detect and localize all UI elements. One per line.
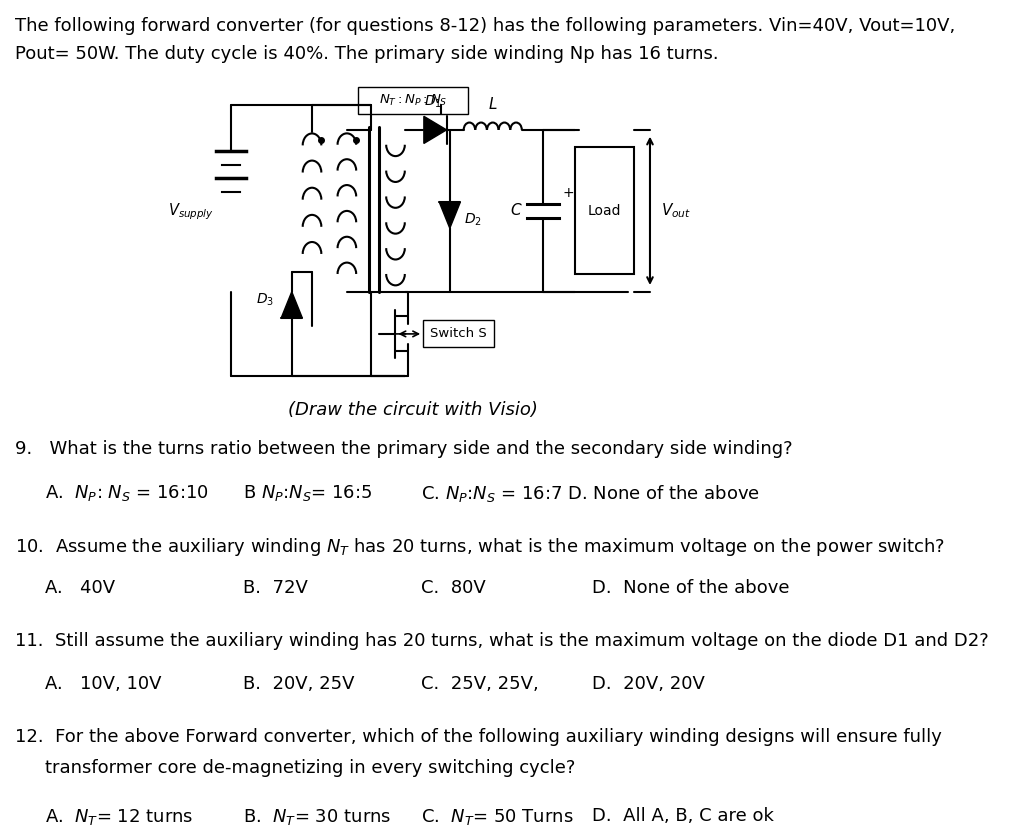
Text: C: C — [511, 203, 521, 218]
Polygon shape — [424, 116, 446, 144]
Text: C. $N_P$:$N_S$ = 16:7 D. None of the above: C. $N_P$:$N_S$ = 16:7 D. None of the abo… — [422, 482, 760, 504]
Text: A.   40V: A. 40V — [45, 579, 115, 596]
Text: $V_{supply}$: $V_{supply}$ — [168, 202, 213, 222]
Text: D.  20V, 20V: D. 20V, 20V — [592, 675, 705, 693]
Text: 12.  For the above Forward converter, which of the following auxiliary winding d: 12. For the above Forward converter, whi… — [14, 728, 941, 746]
Text: $D_3$: $D_3$ — [256, 292, 274, 308]
Text: C.  $N_T$= 50 Turns: C. $N_T$= 50 Turns — [422, 807, 573, 826]
Text: 10.  Assume the auxiliary winding $N_T$ has 20 turns, what is the maximum voltag: 10. Assume the auxiliary winding $N_T$ h… — [14, 536, 944, 558]
Polygon shape — [282, 292, 302, 318]
Text: B.  $N_T$= 30 turns: B. $N_T$= 30 turns — [243, 807, 391, 826]
Text: B $N_P$:$N_S$= 16:5: B $N_P$:$N_S$= 16:5 — [243, 482, 373, 503]
FancyBboxPatch shape — [575, 147, 634, 274]
Text: D.  None of the above: D. None of the above — [592, 579, 790, 596]
Polygon shape — [439, 202, 461, 228]
Text: B.  72V: B. 72V — [243, 579, 308, 596]
Text: transformer core de-magnetizing in every switching cycle?: transformer core de-magnetizing in every… — [45, 759, 574, 777]
Text: $D_2$: $D_2$ — [464, 211, 481, 228]
Text: $V_{out}$: $V_{out}$ — [660, 202, 691, 221]
Text: Load: Load — [588, 204, 622, 218]
Text: A.  $N_P$: $N_S$ = 16:10: A. $N_P$: $N_S$ = 16:10 — [45, 482, 209, 503]
Text: C.  25V, 25V,: C. 25V, 25V, — [422, 675, 540, 693]
Text: $D_1$: $D_1$ — [424, 94, 441, 111]
Text: +: + — [562, 186, 574, 200]
FancyBboxPatch shape — [358, 88, 468, 114]
Text: Pout= 50W. The duty cycle is 40%. The primary side winding Np has 16 turns.: Pout= 50W. The duty cycle is 40%. The pr… — [14, 45, 718, 63]
Text: Switch S: Switch S — [430, 327, 487, 340]
FancyBboxPatch shape — [423, 320, 495, 348]
Text: D.  All A, B, C are ok: D. All A, B, C are ok — [592, 807, 773, 825]
Text: L: L — [488, 97, 497, 112]
Text: A.  $N_T$= 12 turns: A. $N_T$= 12 turns — [45, 807, 193, 826]
Text: $N_T : N_P : N_S$: $N_T : N_P : N_S$ — [379, 93, 447, 108]
Text: 9.   What is the turns ratio between the primary side and the secondary side win: 9. What is the turns ratio between the p… — [14, 440, 793, 458]
Text: (Draw the circuit with Visio): (Draw the circuit with Visio) — [289, 401, 539, 420]
Text: The following forward converter (for questions 8-12) has the following parameter: The following forward converter (for que… — [14, 17, 954, 36]
Text: 11.  Still assume the auxiliary winding has 20 turns, what is the maximum voltag: 11. Still assume the auxiliary winding h… — [14, 632, 988, 650]
Text: A.   10V, 10V: A. 10V, 10V — [45, 675, 161, 693]
Text: B.  20V, 25V: B. 20V, 25V — [243, 675, 354, 693]
Text: C.  80V: C. 80V — [422, 579, 486, 596]
